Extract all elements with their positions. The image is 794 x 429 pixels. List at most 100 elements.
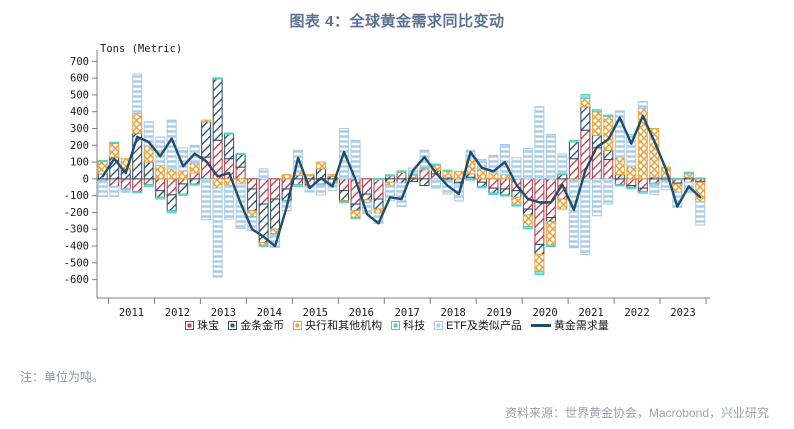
bar-segment-etf bbox=[568, 180, 579, 249]
legend-swatch-technology bbox=[391, 320, 401, 330]
bar-segment-jewellery bbox=[270, 178, 281, 200]
bar-segment-technology bbox=[258, 244, 269, 247]
bar-segment-jewellery bbox=[155, 178, 166, 192]
bar-segment-central_banks bbox=[143, 145, 154, 163]
bar-segment-etf bbox=[132, 73, 143, 114]
bar-segment-etf bbox=[109, 185, 120, 198]
demand-line-series bbox=[101, 114, 702, 248]
bar-segment-bars_coins bbox=[166, 194, 177, 212]
bar-segment-technology bbox=[155, 196, 166, 200]
bar-segment-central_banks bbox=[155, 164, 166, 180]
bar-segment-central_banks bbox=[672, 183, 683, 193]
x-axis-tick-label: 2015 bbox=[303, 307, 328, 319]
legend-label: 金条金币 bbox=[240, 320, 285, 332]
y-axis-tick-label: -100 bbox=[64, 190, 89, 202]
bar-segment-etf bbox=[120, 189, 131, 193]
y-axis-unit-label: Tons (Metric) bbox=[100, 43, 182, 55]
bar-segment-central_banks bbox=[591, 111, 602, 136]
x-axis-tick-label: 2013 bbox=[211, 307, 236, 319]
bar-segment-central_banks bbox=[476, 168, 487, 180]
bar-segment-jewellery bbox=[178, 178, 189, 185]
y-axis-tick-label: 400 bbox=[70, 106, 89, 118]
bar-segment-jewellery bbox=[476, 178, 487, 183]
chart-source: 资料来源：世界黄金协会，Macrobond，兴业研究 bbox=[504, 406, 769, 420]
bar-segment-technology bbox=[143, 184, 154, 188]
bar-segment-central_banks bbox=[109, 142, 120, 158]
bar-segment-technology bbox=[442, 169, 453, 172]
bar-segment-technology bbox=[97, 159, 108, 163]
bar-segment-jewellery bbox=[637, 178, 648, 189]
bar-segment-central_banks bbox=[511, 196, 522, 206]
bar-segment-etf bbox=[430, 178, 441, 189]
x-axis-tick-label: 2014 bbox=[257, 307, 282, 319]
bar-segment-bars_coins bbox=[270, 198, 281, 230]
x-axis-tick-label: 2018 bbox=[441, 307, 466, 319]
bar-segment-jewellery bbox=[120, 178, 131, 190]
bar-segment-technology bbox=[695, 177, 706, 180]
bar-segment-bars_coins bbox=[476, 181, 487, 187]
x-axis-tick-label: 2023 bbox=[670, 307, 695, 319]
legend-swatch-jewellery bbox=[185, 320, 195, 330]
bar-segment-bars_coins bbox=[339, 190, 350, 202]
bar-segment-central_banks bbox=[247, 210, 258, 218]
x-axis-tick-label: 2020 bbox=[532, 307, 557, 319]
bar-segment-jewellery bbox=[499, 178, 510, 190]
legend-line-swatch bbox=[530, 323, 551, 327]
bar-segment-central_banks bbox=[120, 158, 131, 170]
x-axis-tick-label: 2022 bbox=[624, 307, 649, 319]
bar-segment-bars_coins bbox=[603, 149, 614, 161]
legend-item-etf[interactable]: ETF及类似产品 bbox=[434, 317, 522, 333]
bar-segment-central_banks bbox=[201, 119, 212, 123]
bar-segment-central_banks bbox=[304, 174, 315, 177]
bar-segment-bars_coins bbox=[247, 188, 258, 212]
legend-item-central_banks[interactable]: 央行和其他机构 bbox=[293, 317, 382, 333]
x-axis-tick-label: 2012 bbox=[165, 307, 190, 319]
bar-segment-central_banks bbox=[557, 198, 568, 210]
bar-segment-bars_coins bbox=[522, 208, 533, 216]
bar-segment-jewellery bbox=[258, 178, 269, 205]
bar-segment-etf bbox=[247, 216, 258, 232]
bar-segment-etf bbox=[316, 184, 327, 196]
bar-segment-etf bbox=[499, 143, 510, 176]
legend-item-bars_coins[interactable]: 金条金币 bbox=[228, 317, 284, 333]
bar-segment-central_banks bbox=[178, 170, 189, 180]
bar-segment-bars_coins bbox=[614, 174, 625, 180]
bar-segment-bars_coins bbox=[178, 183, 189, 195]
bar-segment-jewellery bbox=[166, 178, 177, 196]
bar-segment-technology bbox=[132, 190, 143, 194]
y-axis-tick-label: 0 bbox=[83, 173, 89, 185]
chart-legend: 珠宝 金条金币 央行和其他机构 科技 ETF及类似产品 黄金需求量 bbox=[0, 317, 794, 333]
y-axis-tick-label: 100 bbox=[70, 157, 89, 169]
legend-item-demand_line[interactable]: 黄金需求量 bbox=[530, 317, 609, 333]
bar-segment-jewellery bbox=[614, 178, 625, 186]
bar-segment-central_banks bbox=[614, 156, 625, 176]
bar-segment-central_banks bbox=[580, 97, 591, 108]
bar-segment-etf bbox=[522, 148, 533, 180]
bar-segment-bars_coins bbox=[465, 173, 476, 178]
bar-segment-technology bbox=[672, 178, 683, 181]
bar-segment-technology bbox=[430, 163, 441, 166]
y-axis-tick-label: 600 bbox=[70, 73, 89, 85]
bar-segment-central_banks bbox=[545, 221, 556, 246]
bar-segment-central_banks bbox=[281, 174, 292, 180]
bar-segment-bars_coins bbox=[419, 178, 430, 187]
bar-segment-technology bbox=[545, 244, 556, 248]
y-axis-tick-label: -200 bbox=[64, 207, 89, 219]
y-axis-tick-label: -300 bbox=[64, 224, 89, 236]
bar-segment-bars_coins bbox=[580, 106, 591, 131]
bar-segment-jewellery bbox=[568, 158, 579, 180]
bar-segment-technology bbox=[385, 174, 395, 177]
bar-segment-etf bbox=[534, 106, 545, 180]
bar-segment-central_banks bbox=[132, 112, 143, 135]
bar-segment-technology bbox=[189, 183, 200, 186]
legend-item-jewellery[interactable]: 珠宝 bbox=[185, 317, 219, 333]
y-axis-tick-label: -400 bbox=[64, 241, 89, 253]
bar-segment-technology bbox=[350, 216, 361, 220]
bar-segment-jewellery bbox=[649, 178, 660, 184]
bar-segment-etf bbox=[557, 153, 568, 174]
bar-segment-etf bbox=[614, 110, 625, 158]
bar-segment-technology bbox=[396, 170, 407, 173]
legend-item-technology[interactable]: 科技 bbox=[391, 317, 425, 333]
bar-segment-central_banks bbox=[534, 253, 545, 272]
bar-segment-bars_coins bbox=[499, 188, 510, 196]
